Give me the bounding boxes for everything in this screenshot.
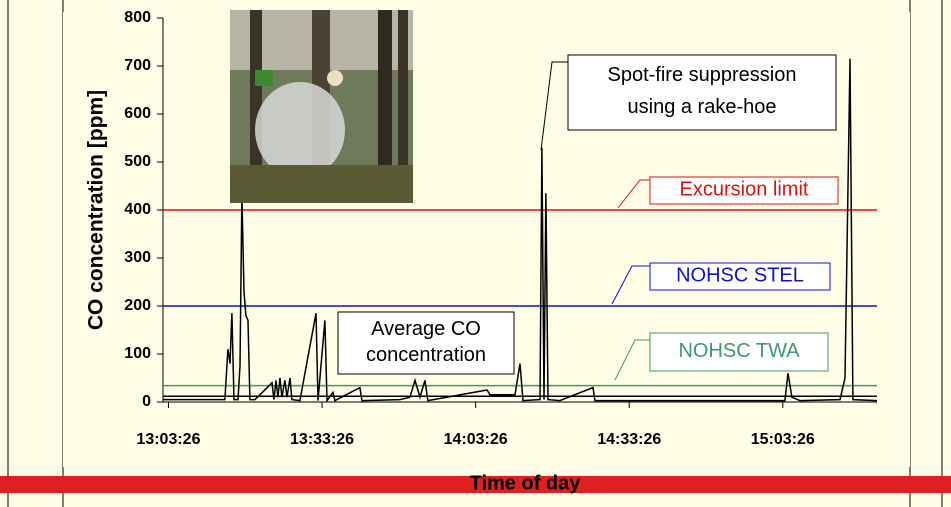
callout-label: Average CO concentration [366, 318, 486, 366]
x-tick-label: 14:33:26 [597, 431, 661, 448]
data-line [163, 58, 878, 403]
y-tick-label: 800 [124, 9, 151, 26]
photo-figure [327, 70, 343, 86]
photo-ground [230, 165, 413, 203]
annotation: Spot-fire suppression using a rake-hoe [608, 64, 797, 118]
photo-figure [255, 70, 273, 86]
callout-box [649, 262, 831, 291]
callout-box [567, 54, 837, 131]
callout-box [337, 311, 515, 375]
y-tick-label: 700 [124, 57, 151, 74]
x-tick-label: 13:33:26 [290, 431, 354, 448]
callout-leader [540, 61, 568, 151]
photo-smoke [255, 82, 345, 178]
callout-label: Excursion limit [680, 179, 809, 201]
photo-tree [398, 10, 408, 203]
callout-leader [611, 265, 650, 305]
callouts: Excursion limit NOHSC STEL NOHSC TWA Averag… [337, 54, 839, 381]
y-axis-label: CO concentration [ppm] [85, 90, 108, 330]
photo-tree [250, 10, 262, 203]
callout-box [649, 176, 839, 205]
y-tick-label: 200 [124, 297, 151, 314]
callout-leader [614, 339, 650, 381]
y-tick-label: 100 [124, 345, 151, 362]
y-tick-label: 600 [124, 105, 151, 122]
callout-label: NOHSC TWA [678, 340, 800, 362]
y-tick-label: 500 [124, 153, 151, 170]
photo-tree [378, 10, 392, 203]
x-tick-label: 15:03:26 [751, 431, 815, 448]
x-tick-label: 13:03:26 [136, 431, 200, 448]
callout-box [649, 332, 829, 372]
x-axis-label: Time of day [470, 472, 582, 494]
x-tick-label: 14:03:26 [444, 431, 508, 448]
red-band [0, 476, 951, 493]
y-tick-label: 0 [142, 393, 151, 410]
plot-area: 0 100 200 300 400 500 600 700 800 13:03:26 13:33:2… [124, 9, 878, 448]
callout-leader [617, 179, 650, 209]
y-tick-label: 300 [124, 249, 151, 266]
callout-label: NOHSC STEL [676, 265, 804, 287]
photo [230, 10, 413, 203]
y-tick-label: 400 [124, 201, 151, 218]
